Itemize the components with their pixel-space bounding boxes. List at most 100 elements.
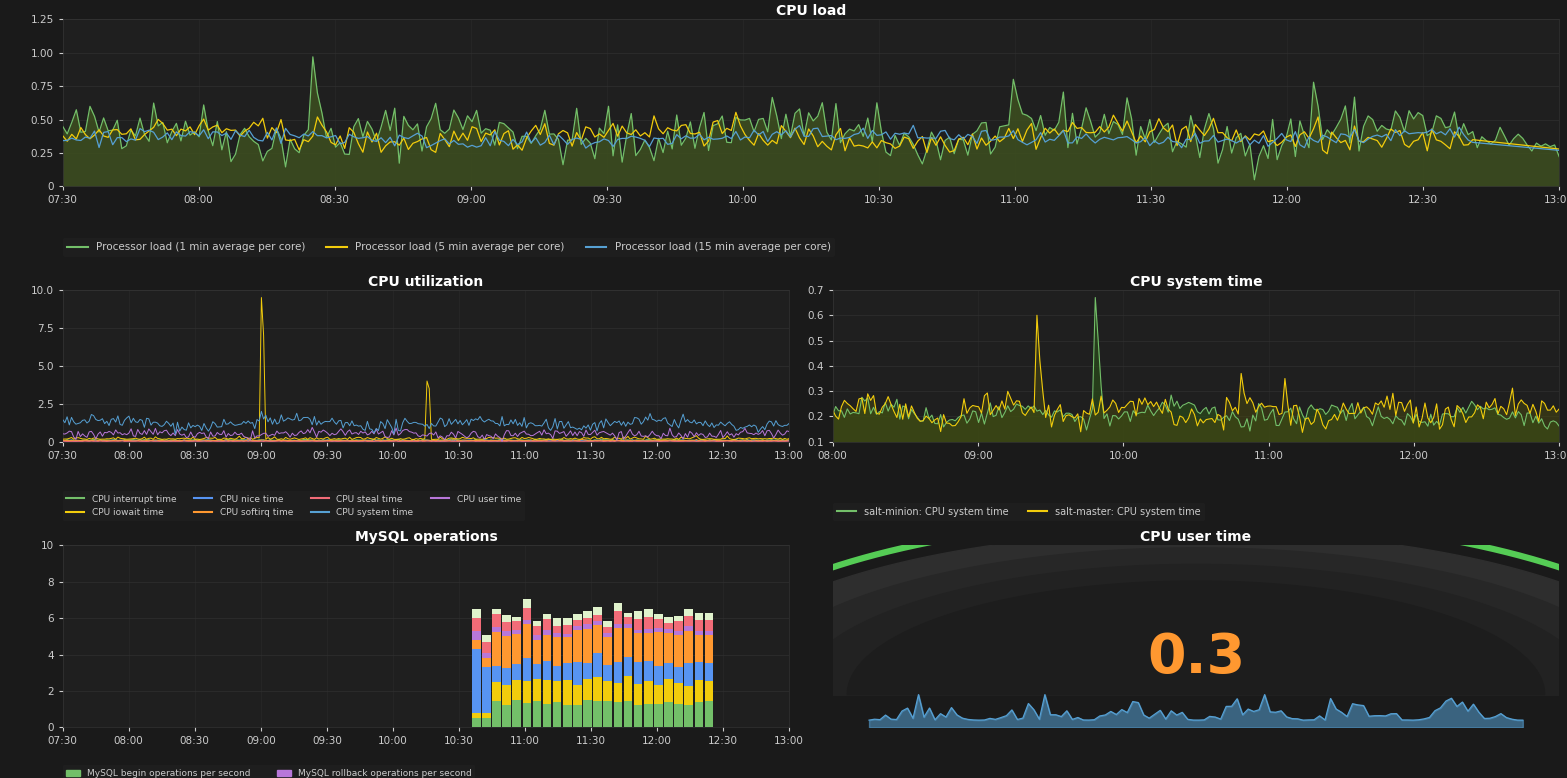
Bar — [533, 622, 541, 626]
Bar — [512, 617, 520, 621]
Bar — [553, 682, 561, 702]
Bar — [583, 629, 592, 663]
Polygon shape — [848, 581, 1545, 695]
Bar — [614, 603, 622, 612]
Title: CPU user time: CPU user time — [1141, 530, 1252, 544]
Bar — [522, 681, 531, 703]
Bar — [542, 635, 552, 661]
Legend: CPU interrupt time, CPU iowait time, CPU nice time, CPU softirq time, CPU steal : CPU interrupt time, CPU iowait time, CPU… — [63, 491, 525, 520]
Bar — [563, 705, 572, 727]
Bar — [614, 628, 622, 662]
Bar — [664, 622, 672, 629]
Bar — [644, 661, 652, 681]
Legend: salt-minion: CPU system time, salt-master: CPU system time: salt-minion: CPU system time, salt-maste… — [832, 503, 1205, 520]
Bar — [685, 631, 693, 663]
Bar — [664, 633, 672, 663]
Bar — [664, 702, 672, 727]
Bar — [644, 704, 652, 727]
Bar — [705, 663, 713, 682]
Bar — [583, 679, 592, 700]
Bar — [685, 663, 693, 686]
Bar — [483, 658, 490, 668]
Bar — [483, 642, 490, 653]
Bar — [644, 617, 652, 629]
Bar — [574, 620, 581, 626]
Bar — [492, 609, 501, 615]
Bar — [664, 629, 672, 633]
Bar — [674, 703, 683, 727]
Bar — [533, 678, 541, 701]
Bar — [624, 629, 633, 657]
Bar — [653, 633, 663, 666]
Bar — [512, 664, 520, 680]
Bar — [574, 630, 581, 662]
Title: MySQL operations: MySQL operations — [354, 530, 497, 544]
Bar — [492, 632, 501, 666]
Bar — [574, 626, 581, 630]
Bar — [653, 628, 663, 633]
Bar — [644, 608, 652, 617]
Bar — [614, 624, 622, 628]
Bar — [644, 681, 652, 704]
Bar — [492, 702, 501, 727]
Bar — [533, 701, 541, 727]
Bar — [542, 681, 552, 703]
Bar — [503, 636, 511, 668]
Bar — [553, 702, 561, 727]
Legend: MySQL begin operations per second, MySQL commit operations per second, MySQL del: MySQL begin operations per second, MySQL… — [63, 766, 475, 778]
Bar — [705, 635, 713, 663]
Bar — [563, 626, 572, 634]
Bar — [624, 701, 633, 727]
Bar — [653, 619, 663, 628]
Bar — [685, 608, 693, 616]
Bar — [664, 663, 672, 679]
Bar — [674, 632, 683, 635]
Bar — [503, 631, 511, 636]
Bar — [694, 620, 704, 631]
Bar — [594, 625, 602, 654]
Bar — [542, 614, 552, 619]
Bar — [522, 703, 531, 727]
Bar — [503, 615, 511, 622]
Bar — [594, 615, 602, 621]
Bar — [594, 700, 602, 727]
Bar — [603, 682, 613, 701]
Bar — [635, 629, 642, 633]
Bar — [685, 705, 693, 727]
Bar — [553, 637, 561, 666]
Bar — [503, 668, 511, 685]
Bar — [624, 624, 633, 629]
Bar — [603, 701, 613, 727]
Bar — [705, 701, 713, 727]
Bar — [694, 635, 704, 662]
Bar — [594, 607, 602, 615]
Bar — [705, 682, 713, 701]
Bar — [644, 629, 652, 633]
Bar — [624, 657, 633, 677]
Bar — [533, 626, 541, 635]
Bar — [705, 613, 713, 620]
Bar — [483, 718, 490, 727]
Title: CPU load: CPU load — [776, 5, 846, 19]
Bar — [503, 705, 511, 727]
Bar — [492, 682, 501, 702]
Bar — [574, 685, 581, 705]
Bar — [653, 685, 663, 704]
Bar — [674, 635, 683, 667]
Bar — [614, 662, 622, 683]
Bar — [603, 627, 613, 633]
Bar — [503, 685, 511, 705]
Bar — [542, 703, 552, 727]
Bar — [694, 613, 704, 620]
Bar — [522, 657, 531, 681]
Bar — [624, 612, 633, 617]
Bar — [553, 666, 561, 682]
Bar — [472, 640, 481, 649]
Bar — [563, 634, 572, 636]
Bar — [614, 683, 622, 703]
Bar — [542, 630, 552, 635]
Bar — [542, 661, 552, 681]
Bar — [512, 700, 520, 727]
Bar — [603, 622, 613, 627]
Bar — [574, 705, 581, 727]
